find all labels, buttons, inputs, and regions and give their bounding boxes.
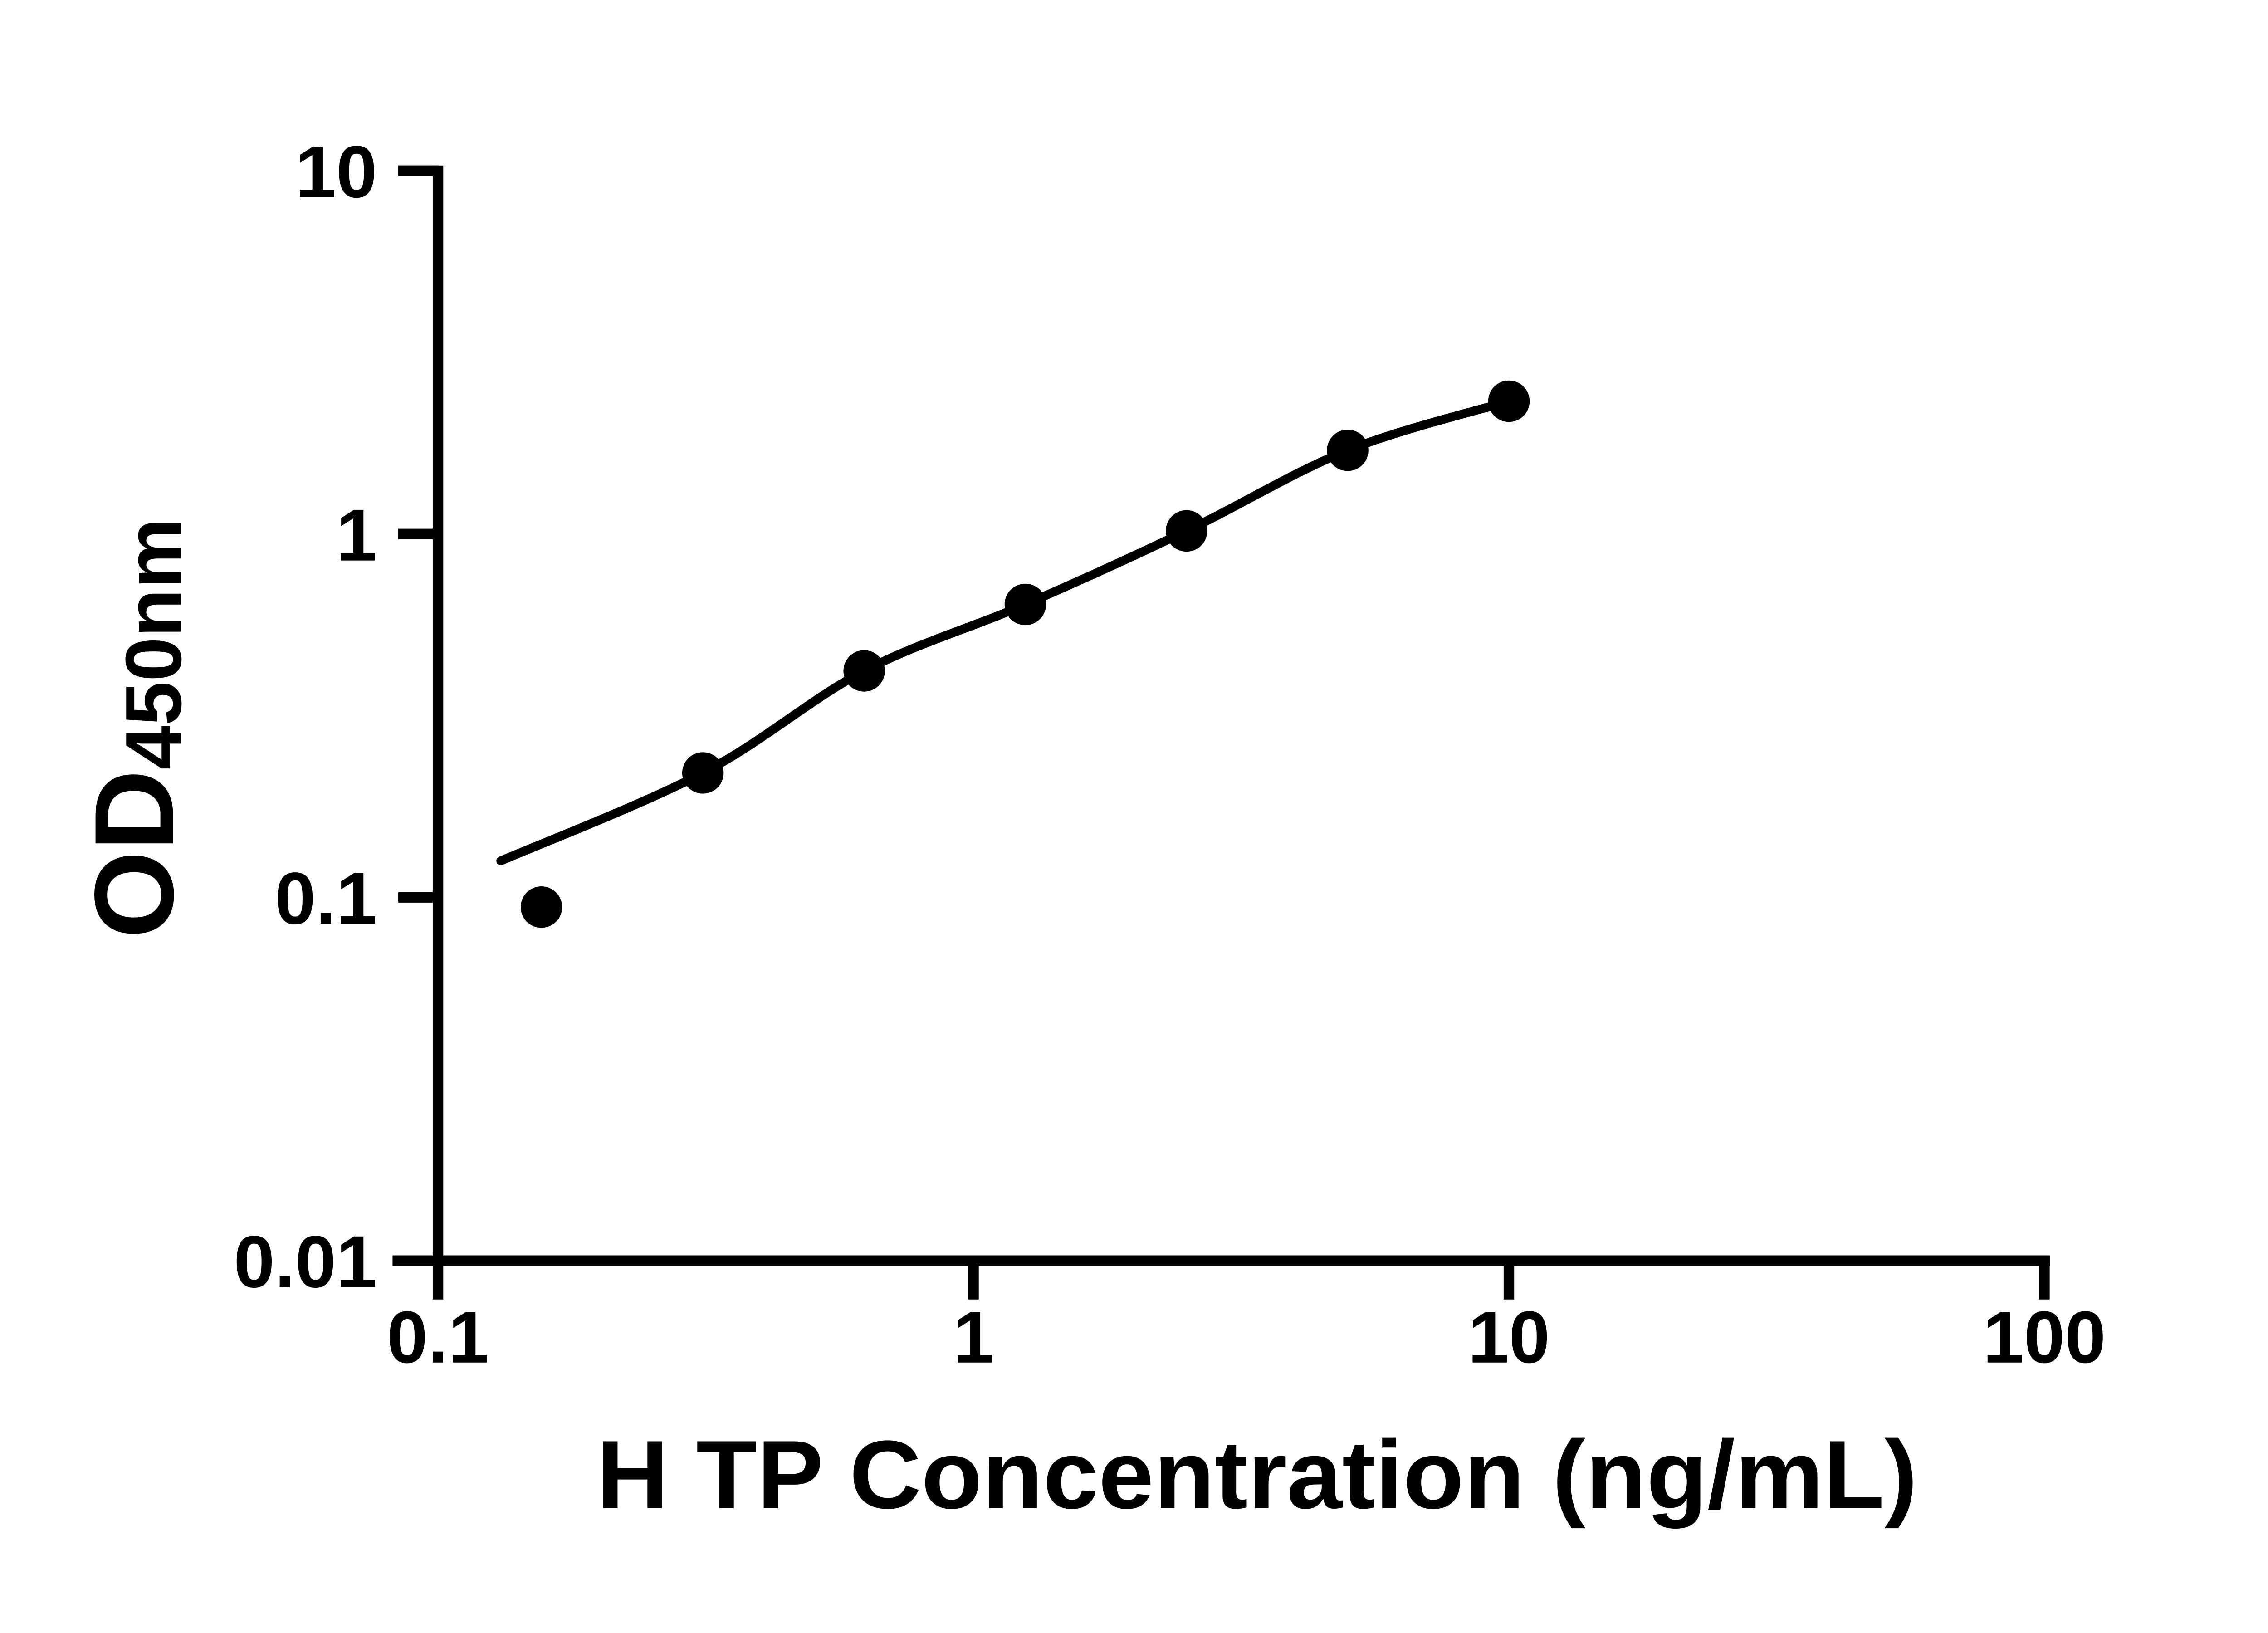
data-point [1166,510,1207,552]
y-axis-title: OD450nm [71,518,198,938]
y-tick-label: 0.1 [275,858,377,940]
x-axis: 0.1 1 10 100 H TP Concentration (ng/mL) [387,1255,2106,1529]
data-point [1327,430,1369,471]
data-point [1488,380,1530,422]
x-axis-title: H TP Concentration (ng/mL) [596,1421,1917,1529]
y-axis-title-main: OD [71,770,197,939]
y-axis: 10 1 0.1 0.01 OD450nm [71,131,444,1303]
y-tick-label: 10 [295,131,377,213]
x-tick-label: 100 [1983,1296,2106,1379]
x-tick-label: 1 [953,1296,994,1379]
data-point [682,752,724,794]
data-point [1004,583,1046,626]
y-tick-label: 0.01 [234,1221,377,1303]
data-point [843,650,885,692]
x-axis-ticks [432,1261,2050,1300]
y-axis-title-subscript: 450nm [110,518,198,770]
y-axis-ticks [398,165,438,1266]
data-point [520,886,562,928]
x-tick-label: 10 [1468,1296,1550,1379]
x-tick-label: 0.1 [387,1296,489,1379]
plot-area [496,380,1530,928]
fit-curve-line [496,396,1514,865]
data-points [520,380,1530,928]
y-axis-tick-labels: 10 1 0.1 0.01 [234,131,377,1303]
y-tick-label: 1 [336,494,377,577]
x-axis-tick-labels: 0.1 1 10 100 [387,1296,2106,1379]
